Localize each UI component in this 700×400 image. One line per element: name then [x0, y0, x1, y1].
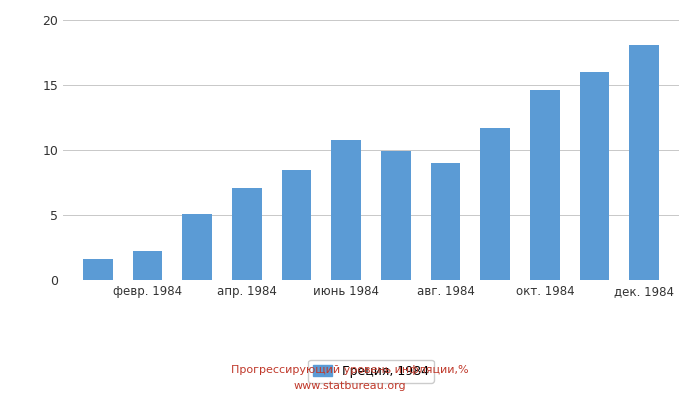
Bar — [480, 128, 510, 280]
Bar — [331, 140, 361, 280]
Bar — [629, 45, 659, 280]
Bar — [381, 151, 411, 280]
Bar — [530, 90, 560, 280]
Bar — [232, 188, 262, 280]
Bar — [430, 163, 461, 280]
Bar — [281, 170, 312, 280]
Bar — [132, 251, 162, 280]
Bar — [83, 259, 113, 280]
Bar — [182, 214, 212, 280]
Legend: Греция, 1984: Греция, 1984 — [308, 360, 434, 383]
Text: Прогрессирующий уровень инфляции,%
www.statbureau.org: Прогрессирующий уровень инфляции,% www.s… — [231, 365, 469, 391]
Bar — [580, 72, 610, 280]
